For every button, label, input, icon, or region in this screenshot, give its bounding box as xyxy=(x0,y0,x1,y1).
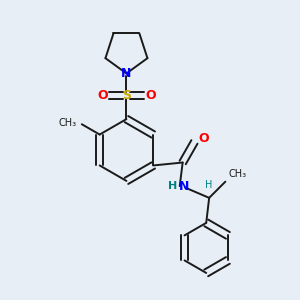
Text: O: O xyxy=(199,133,209,146)
Text: H: H xyxy=(206,181,213,190)
Text: S: S xyxy=(122,89,131,102)
Text: N: N xyxy=(121,67,132,80)
Text: CH₃: CH₃ xyxy=(228,169,246,179)
Text: H: H xyxy=(168,181,177,191)
Text: O: O xyxy=(145,89,156,102)
Text: N: N xyxy=(179,180,189,193)
Text: CH₃: CH₃ xyxy=(58,118,77,128)
Text: O: O xyxy=(97,89,108,102)
